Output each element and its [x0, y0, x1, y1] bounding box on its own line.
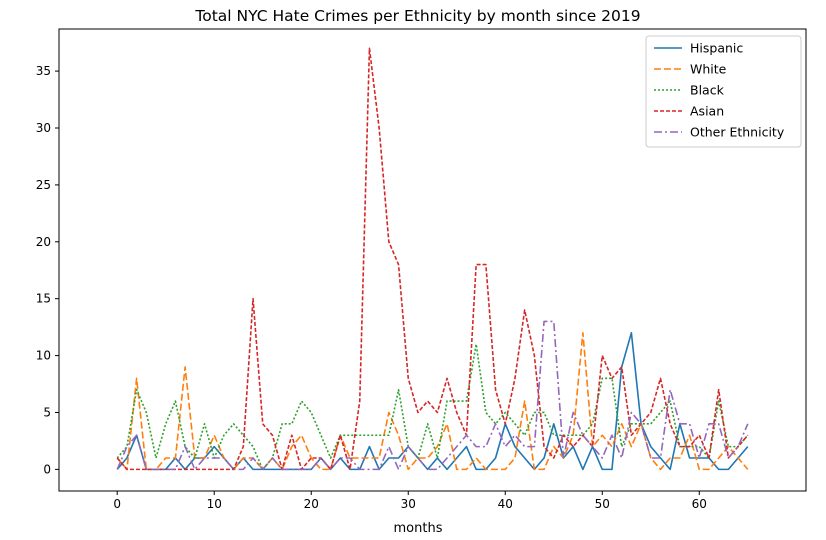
plot-lines — [116, 47, 749, 471]
y-tick-label: 20 — [36, 235, 51, 249]
y-tick-label: 30 — [36, 121, 51, 135]
series-line-black — [116, 343, 749, 471]
chart-title: Total NYC Hate Crimes per Ethnicity by m… — [194, 7, 640, 25]
y-tick-label: 5 — [43, 405, 51, 419]
series-line-other-ethnicity — [116, 320, 749, 471]
legend-label: Asian — [690, 104, 724, 119]
legend-label: Other Ethnicity — [690, 125, 785, 140]
x-tick-label: 10 — [207, 497, 222, 511]
series-line-white — [116, 332, 749, 471]
y-tick-label: 15 — [36, 292, 51, 306]
series-line-asian — [116, 47, 749, 471]
x-axis: 0 10 20 30 40 50 60 — [113, 491, 707, 511]
y-tick-label: 10 — [36, 349, 51, 363]
x-tick-label: 0 — [113, 497, 121, 511]
y-axis: 0 5 10 15 20 25 30 35 — [36, 64, 59, 476]
y-tick-label: 0 — [43, 462, 51, 476]
x-tick-label: 50 — [595, 497, 610, 511]
plot-frame — [58, 28, 807, 492]
x-tick-label: 60 — [692, 497, 707, 511]
legend-label: Black — [690, 83, 725, 98]
legend-label: White — [690, 62, 727, 77]
y-tick-label: 35 — [36, 64, 51, 78]
legend-label: Hispanic — [690, 41, 743, 56]
x-axis-label: months — [394, 521, 443, 536]
x-tick-label: 30 — [401, 497, 416, 511]
x-tick-label: 20 — [304, 497, 319, 511]
legend-box — [645, 35, 802, 148]
y-tick-label: 25 — [36, 178, 51, 192]
x-tick-label: 40 — [498, 497, 513, 511]
legend: Hispanic White Black Asian Other Ethnicity — [645, 35, 802, 148]
